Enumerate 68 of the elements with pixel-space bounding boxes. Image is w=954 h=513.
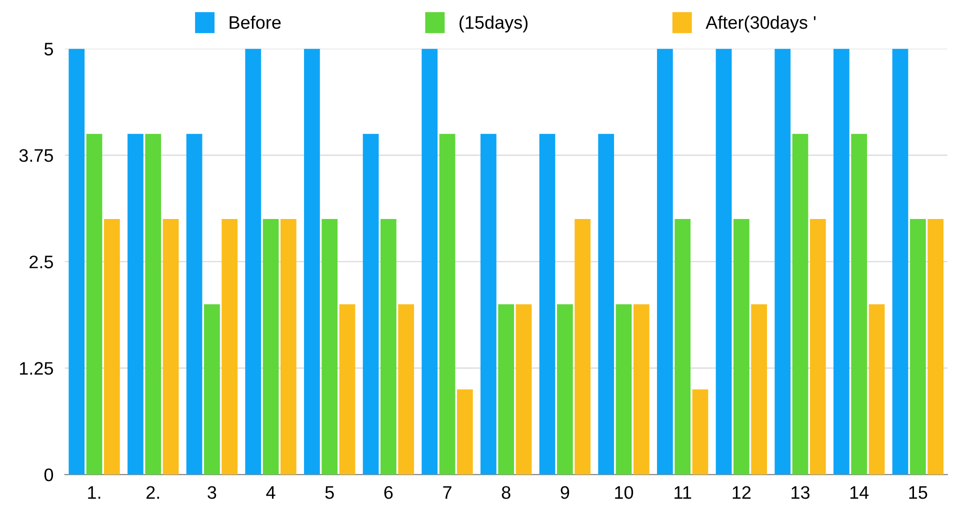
bar xyxy=(692,389,708,475)
x-tick-label: 5 xyxy=(325,486,334,499)
bar xyxy=(774,48,791,475)
bar xyxy=(398,304,414,475)
bar xyxy=(68,48,85,475)
x-tick-label: 9 xyxy=(560,486,570,499)
bar xyxy=(733,219,750,475)
bar xyxy=(674,219,691,475)
bar xyxy=(280,219,296,475)
y-tick-label: 1.25 xyxy=(20,362,54,375)
bar xyxy=(498,304,514,475)
x-tick-label: 13 xyxy=(792,486,810,499)
bar xyxy=(656,48,673,475)
y-tick-label: 5 xyxy=(44,42,54,56)
legend-label: (15days) xyxy=(460,16,528,32)
legend-label: After(30days ' xyxy=(706,16,816,32)
bar xyxy=(574,219,591,475)
x-tick-label: 4 xyxy=(266,486,276,499)
y-tick-label: 2.5 xyxy=(30,256,54,268)
bar xyxy=(792,134,808,475)
x-tick-label: 15 xyxy=(909,486,928,499)
bar xyxy=(516,304,532,475)
bar xyxy=(339,304,356,475)
bar xyxy=(751,304,768,475)
x-tick-label: 7 xyxy=(443,486,452,499)
x-tick-label: 10 xyxy=(615,486,634,499)
y-tick-label: 0 xyxy=(44,468,54,482)
bar xyxy=(322,219,338,475)
bar xyxy=(539,134,556,475)
bar xyxy=(892,48,908,475)
bar xyxy=(128,134,144,475)
bar xyxy=(104,219,120,475)
bar xyxy=(86,134,102,475)
x-tick-label: 3 xyxy=(208,486,216,499)
x-tick-label: 1. xyxy=(88,486,100,499)
bar xyxy=(633,304,650,475)
x-tick-label: 6 xyxy=(384,486,393,499)
bar xyxy=(616,304,632,475)
bar xyxy=(186,134,202,475)
x-tick-label: 2. xyxy=(146,486,159,499)
bar xyxy=(556,304,573,475)
x-tick-label: 12 xyxy=(732,486,751,499)
bar xyxy=(439,134,456,475)
bar xyxy=(928,219,944,475)
x-tick-label: 11 xyxy=(674,486,692,499)
bar xyxy=(833,48,850,475)
bar xyxy=(910,219,926,475)
bar xyxy=(422,48,438,475)
bar xyxy=(262,219,279,475)
bar xyxy=(810,219,826,475)
bar xyxy=(456,389,473,475)
x-tick-label: 14 xyxy=(850,486,869,499)
bar xyxy=(222,219,238,475)
bar xyxy=(380,219,396,475)
bar xyxy=(851,134,868,475)
bar xyxy=(716,48,732,475)
x-tick-label: 8 xyxy=(502,486,510,499)
y-tick-label: 3.75 xyxy=(19,149,54,162)
bar xyxy=(304,48,320,475)
legend-label: Before xyxy=(230,16,281,29)
bar xyxy=(245,48,262,475)
bar xyxy=(868,304,885,475)
bar xyxy=(598,134,614,475)
bar xyxy=(480,134,496,475)
bar xyxy=(145,134,162,475)
bar xyxy=(362,134,379,475)
bar xyxy=(204,304,220,475)
bar xyxy=(162,219,179,475)
